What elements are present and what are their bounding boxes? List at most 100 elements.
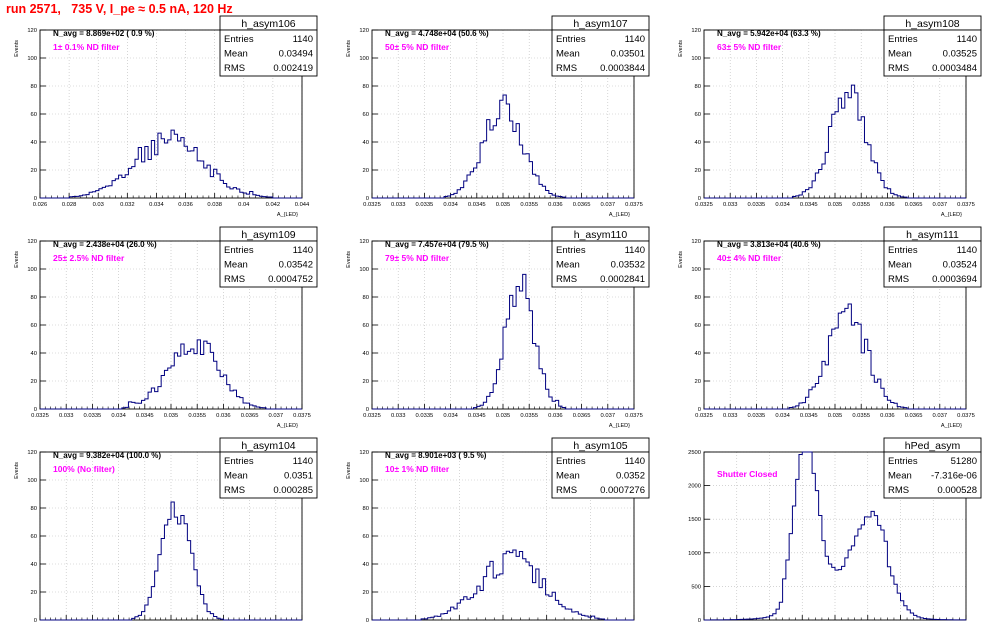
filter-annotation: 63± 5% ND filter bbox=[717, 42, 782, 52]
y-axis-title: Events bbox=[14, 462, 20, 479]
stats-label: RMS bbox=[224, 274, 245, 285]
stats-label: RMS bbox=[224, 485, 245, 496]
x-axis-title: A_{LED} bbox=[277, 212, 298, 218]
y-tick-label: 60 bbox=[31, 112, 37, 118]
x-tick-label: 0.0355 bbox=[852, 202, 870, 208]
plot-frame bbox=[39, 240, 303, 410]
filter-annotation: Shutter Closed bbox=[717, 469, 777, 479]
y-tick-label: 100 bbox=[359, 267, 369, 273]
y-tick-label: 0 bbox=[698, 618, 701, 622]
x-tick-label: 0.0375 bbox=[625, 413, 643, 419]
y-tick-label: 40 bbox=[31, 562, 37, 568]
x-tick-label: 0.0355 bbox=[520, 202, 538, 208]
x-tick-label: 0.036 bbox=[880, 413, 895, 419]
y-tick-label: 20 bbox=[31, 379, 37, 385]
stats-title: h_asym111 bbox=[906, 229, 959, 241]
plot-frame bbox=[371, 240, 635, 410]
y-tick-label: 60 bbox=[31, 323, 37, 329]
x-tick-label: 0.038 bbox=[207, 202, 222, 208]
stats-label: Entries bbox=[888, 456, 918, 467]
stats-box bbox=[883, 240, 982, 288]
x-tick-label: 0.0345 bbox=[468, 202, 486, 208]
y-tick-label: 0 bbox=[34, 196, 37, 202]
y-tick-label: 120 bbox=[27, 450, 37, 456]
stats-box bbox=[551, 240, 650, 288]
histogram-series bbox=[40, 129, 302, 199]
y-tick-label: 80 bbox=[31, 506, 37, 512]
y-tick-label: 0 bbox=[366, 618, 369, 622]
stats-label: Entries bbox=[224, 456, 254, 467]
x-tick-label: 0.0325 bbox=[695, 413, 713, 419]
y-tick-label: 20 bbox=[31, 168, 37, 174]
x-tick-label: 0.0345 bbox=[136, 413, 154, 419]
navg-annotation: N_avg = 8.869e+02 ( 0.9 %) bbox=[53, 29, 155, 38]
plot-frame bbox=[703, 451, 967, 621]
stats-value: 0.0004752 bbox=[268, 274, 313, 285]
filter-annotation: 40± 4% ND filter bbox=[717, 253, 782, 263]
filter-annotation: 100% (No filter) bbox=[53, 464, 115, 474]
y-tick-label: 120 bbox=[359, 239, 369, 245]
stats-value: 1140 bbox=[293, 34, 313, 45]
stats-label: RMS bbox=[224, 63, 245, 74]
x-tick-label: 0.035 bbox=[164, 413, 179, 419]
x-tick-label: 0.0335 bbox=[84, 413, 102, 419]
navg-annotation: N_avg = 5.942e+04 (63.3 %) bbox=[717, 29, 821, 38]
stats-value: 0.03524 bbox=[943, 260, 977, 271]
y-tick-label: 500 bbox=[691, 584, 701, 590]
stats-label: Entries bbox=[556, 456, 586, 467]
stats-label: Entries bbox=[224, 34, 254, 45]
navg-annotation: N_avg = 9.382e+04 (100.0 %) bbox=[53, 451, 161, 460]
x-tick-label: 0.0375 bbox=[293, 413, 311, 419]
stats-value: 0.0003844 bbox=[600, 63, 645, 74]
y-tick-label: 20 bbox=[31, 590, 37, 596]
x-tick-label: 0.037 bbox=[269, 413, 284, 419]
histogram-series bbox=[703, 451, 967, 621]
x-tick-label: 0.03 bbox=[93, 202, 104, 208]
y-tick-label: 60 bbox=[695, 323, 701, 329]
x-tick-label: 0.042 bbox=[266, 202, 281, 208]
navg-annotation: N_avg = 2.438e+04 (26.0 %) bbox=[53, 240, 157, 249]
plot-frame bbox=[703, 29, 967, 199]
y-tick-label: 20 bbox=[695, 168, 701, 174]
y-tick-label: 40 bbox=[363, 140, 369, 146]
y-tick-label: 80 bbox=[695, 295, 701, 301]
stats-value: 0.0002841 bbox=[600, 274, 645, 285]
x-tick-label: 0.026 bbox=[33, 202, 48, 208]
x-tick-label: 0.0325 bbox=[363, 413, 381, 419]
histogram-panel-h_asym109: 0.0325 0.033 0.0335 0.034 0.0345 0.035 0.0355 0… bbox=[14, 226, 318, 429]
y-tick-label: 20 bbox=[363, 590, 369, 596]
histogram-panel-h_asym104: 0.03250.0330.03350.0340.03450.0350.03550… bbox=[14, 437, 318, 622]
navg-annotation: N_avg = 3.813e+04 (40.6 %) bbox=[717, 240, 821, 249]
stats-label: Entries bbox=[556, 34, 586, 45]
y-tick-label: 0 bbox=[34, 618, 37, 622]
x-tick-label: 0.034 bbox=[443, 202, 458, 208]
x-tick-label: 0.0335 bbox=[748, 202, 766, 208]
filter-annotation: 1± 0.1% ND filter bbox=[53, 42, 120, 52]
x-tick-label: 0.0365 bbox=[905, 413, 923, 419]
x-tick-label: 0.04 bbox=[238, 202, 250, 208]
x-tick-label: 0.033 bbox=[723, 413, 738, 419]
x-tick-label: 0.0325 bbox=[363, 202, 381, 208]
y-tick-label: 40 bbox=[31, 351, 37, 357]
stats-value: 0.03542 bbox=[279, 260, 313, 271]
y-axis-title: Events bbox=[678, 40, 684, 57]
stats-label: RMS bbox=[556, 485, 577, 496]
stats-value: 0.0351 bbox=[284, 471, 313, 482]
plot-frame bbox=[703, 240, 967, 410]
stats-value: 0.002419 bbox=[273, 63, 313, 74]
y-tick-label: 0 bbox=[698, 407, 701, 413]
stats-value: 1140 bbox=[625, 456, 645, 467]
x-tick-label: 0.034 bbox=[443, 413, 458, 419]
x-axis-title: A_{LED} bbox=[941, 423, 962, 429]
stats-value: 51280 bbox=[951, 456, 977, 467]
x-tick-label: 0.036 bbox=[548, 413, 563, 419]
stats-value: 0.000285 bbox=[273, 485, 313, 496]
y-tick-label: 100 bbox=[691, 56, 701, 62]
x-tick-label: 0.034 bbox=[149, 202, 164, 208]
x-tick-label: 0.0375 bbox=[957, 202, 975, 208]
stats-value: 0.000528 bbox=[937, 485, 977, 496]
x-tick-label: 0.0365 bbox=[573, 413, 591, 419]
x-tick-label: 0.037 bbox=[933, 202, 948, 208]
y-tick-label: 60 bbox=[363, 534, 369, 540]
